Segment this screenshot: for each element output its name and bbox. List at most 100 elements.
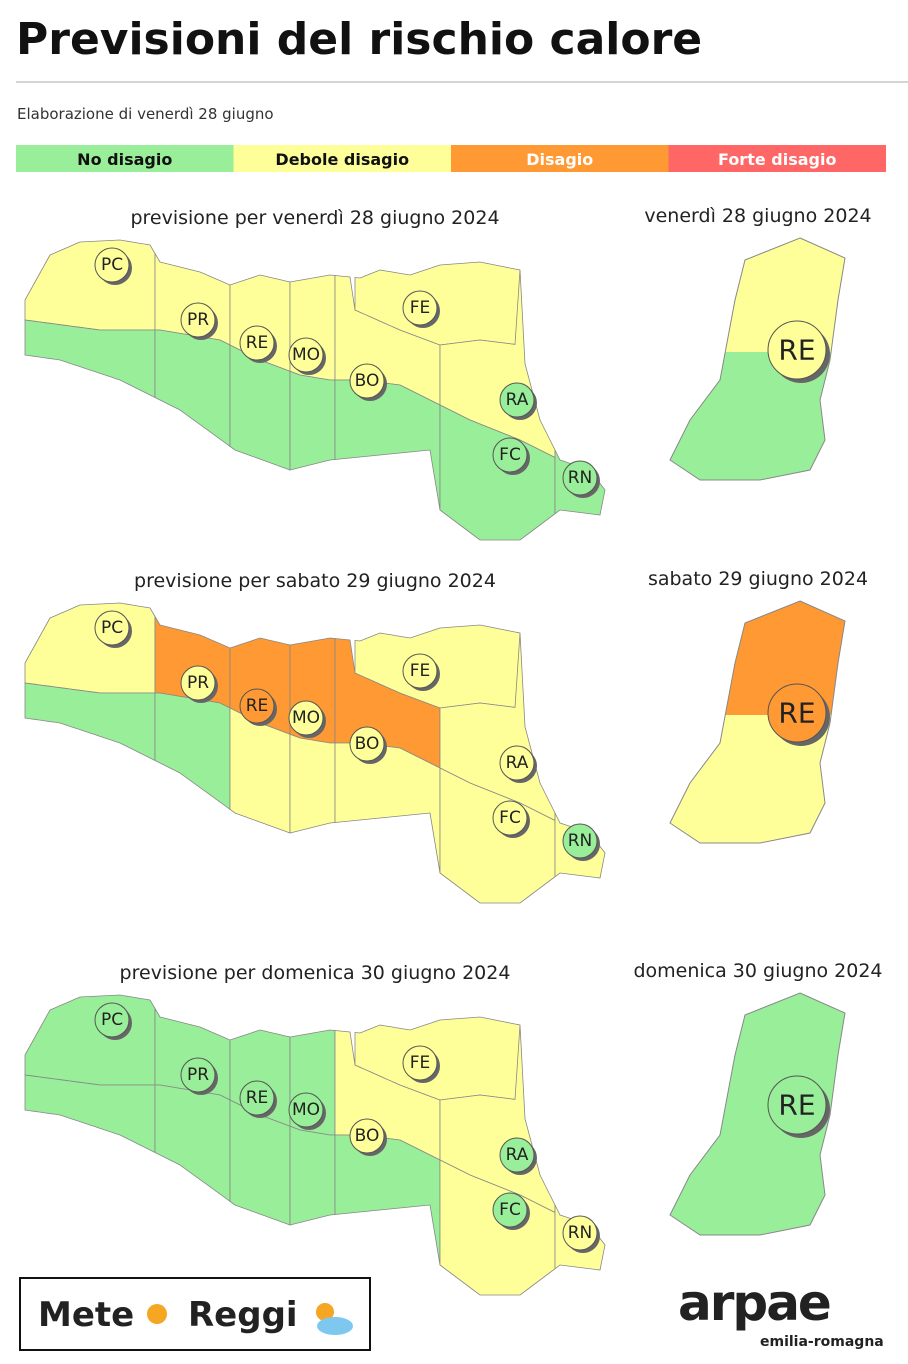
zone: [24, 1074, 156, 1154]
arpae-logo: arpae: [678, 1274, 830, 1332]
province-label: FC: [499, 445, 521, 465]
province-bubble: [349, 363, 385, 399]
detail-zone: [669, 1107, 832, 1236]
forecast-title: previsione per sabato 29 giugno 2024: [134, 570, 496, 592]
meteo-logo-1: Mete: [38, 1295, 134, 1335]
forecast-title: previsione per venerdì 28 giugno 2024: [130, 207, 499, 229]
province-label: MO: [292, 345, 320, 365]
province-bubble: [402, 1045, 438, 1081]
forecast-title: previsione per domenica 30 giugno 2024: [120, 962, 511, 984]
province-bubble: [499, 382, 535, 418]
province-bubble: [94, 1002, 130, 1038]
detail-zone: [669, 352, 832, 481]
province-bubble: [492, 437, 528, 473]
province-bubble: [562, 823, 598, 859]
province-bubble: [180, 665, 216, 701]
detail-map: RE: [669, 600, 846, 844]
province-label: RA: [506, 390, 529, 410]
forecast: previsione per domenica 30 giugno 2024 do…: [24, 960, 883, 1296]
province-bubble: [288, 1092, 324, 1128]
detail-zone: [724, 992, 846, 1107]
detail-zone: [724, 600, 846, 715]
legend-label: Disagio: [526, 150, 593, 169]
province-label: MO: [292, 1100, 320, 1120]
province-bubble: [402, 290, 438, 326]
province-label: PR: [187, 673, 209, 693]
province-label: PR: [187, 310, 209, 330]
province-bubble: [562, 460, 598, 496]
province-bubble: [499, 745, 535, 781]
zone: [334, 742, 441, 874]
zone: [24, 682, 156, 762]
zone: [289, 1125, 336, 1226]
zone: [24, 602, 156, 694]
province-label: PR: [187, 1065, 209, 1085]
maps: previsione per venerdì 28 giugno 2024 ven…: [24, 205, 883, 1296]
arpae-sub: emilia-romagna: [760, 1334, 884, 1350]
province-bubble: [492, 1192, 528, 1228]
zone: [154, 329, 231, 448]
legend-label: No disagio: [77, 150, 172, 169]
province-label: RN: [568, 831, 593, 851]
cloud-icon: [317, 1317, 353, 1335]
province-bubble: [562, 1215, 598, 1251]
province-bubble: [239, 325, 275, 361]
legend-swatch: [233, 145, 451, 172]
province-bubble: [288, 700, 324, 736]
zone: [289, 733, 336, 834]
province-label: BO: [355, 1126, 380, 1146]
province-bubble: [239, 688, 275, 724]
meteo-logo-box: [19, 1277, 371, 1351]
detail-zone: [724, 237, 846, 352]
zone: [24, 319, 156, 399]
province-bubble: [94, 610, 130, 646]
province-label: RN: [568, 468, 593, 488]
province-bubble: [349, 1118, 385, 1154]
province-label: PC: [101, 1010, 123, 1030]
legend-swatch: [451, 145, 669, 172]
zone: [24, 994, 156, 1086]
province-label: RN: [568, 1223, 593, 1243]
detail-map: RE: [669, 237, 846, 481]
province-label: FE: [410, 298, 431, 318]
detail-title: sabato 29 giugno 2024: [648, 568, 868, 590]
province-bubble: [402, 653, 438, 689]
legend-label: Debole disagio: [275, 150, 409, 169]
province-bubble: [499, 1137, 535, 1173]
province-bubble: [180, 302, 216, 338]
detail-zone: [669, 715, 832, 844]
zone: [334, 1134, 441, 1266]
detail-title: venerdì 28 giugno 2024: [644, 205, 871, 227]
zone: [154, 692, 231, 811]
legend-label: Forte disagio: [718, 150, 836, 169]
province-bubble: [288, 337, 324, 373]
province-label: MO: [292, 708, 320, 728]
detail-bubble: [767, 320, 827, 380]
province-label: PC: [101, 255, 123, 275]
title: Previsioni del rischio calore: [16, 14, 702, 65]
zone: [334, 379, 441, 511]
zone: [154, 1084, 231, 1203]
province-bubble: [349, 726, 385, 762]
province-label: RA: [506, 1145, 529, 1165]
province-label: BO: [355, 371, 380, 391]
province-label: FC: [499, 1200, 521, 1220]
forecast: previsione per venerdì 28 giugno 2024 ven…: [24, 205, 872, 541]
detail-title: domenica 30 giugno 2024: [633, 960, 882, 982]
province-bubble: [94, 247, 130, 283]
province-label: PC: [101, 618, 123, 638]
detail-label: RE: [778, 334, 815, 367]
province-bubble: [492, 800, 528, 836]
detail-label: RE: [778, 697, 815, 730]
province-label: FE: [410, 661, 431, 681]
detail-map: RE: [669, 992, 846, 1236]
province-label: RE: [246, 696, 269, 716]
zone: [24, 239, 156, 331]
province-label: RE: [246, 1088, 269, 1108]
province-label: RA: [506, 753, 529, 773]
detail-bubble: [767, 1075, 827, 1135]
province-bubble: [239, 1080, 275, 1116]
province-bubble: [180, 1057, 216, 1093]
legend-swatch: [16, 145, 234, 172]
